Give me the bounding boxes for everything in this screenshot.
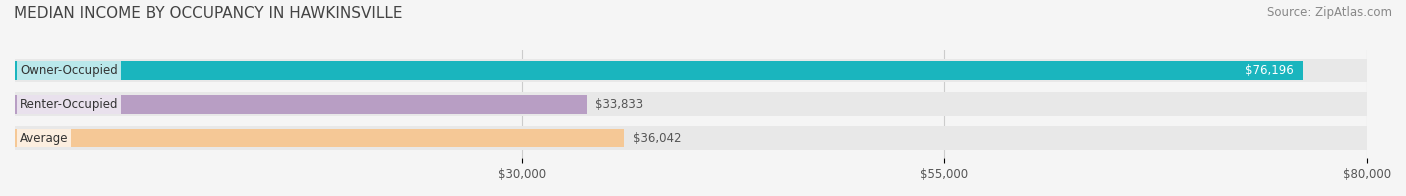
Text: Owner-Occupied: Owner-Occupied xyxy=(20,64,118,77)
Text: Renter-Occupied: Renter-Occupied xyxy=(20,98,118,111)
Text: MEDIAN INCOME BY OCCUPANCY IN HAWKINSVILLE: MEDIAN INCOME BY OCCUPANCY IN HAWKINSVIL… xyxy=(14,6,402,21)
Text: $76,196: $76,196 xyxy=(1246,64,1294,77)
Text: Source: ZipAtlas.com: Source: ZipAtlas.com xyxy=(1267,6,1392,19)
Text: $36,042: $36,042 xyxy=(633,132,681,144)
Bar xyxy=(15,95,586,113)
Bar xyxy=(15,59,1367,82)
Bar xyxy=(15,129,624,147)
Bar xyxy=(15,126,1367,150)
Bar xyxy=(15,93,1367,116)
Bar xyxy=(15,61,1302,80)
Text: Average: Average xyxy=(20,132,69,144)
Text: $33,833: $33,833 xyxy=(595,98,644,111)
